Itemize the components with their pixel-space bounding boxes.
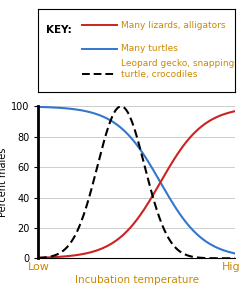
Text: Many lizards, alligators: Many lizards, alligators	[121, 21, 226, 30]
Text: Many turtles: Many turtles	[121, 44, 178, 53]
Text: Leopard gecko, snapping
turtle, crocodiles: Leopard gecko, snapping turtle, crocodil…	[121, 59, 234, 79]
X-axis label: Incubation temperature: Incubation temperature	[75, 275, 199, 285]
Text: KEY:: KEY:	[46, 24, 72, 34]
Y-axis label: Percent males: Percent males	[0, 148, 8, 217]
